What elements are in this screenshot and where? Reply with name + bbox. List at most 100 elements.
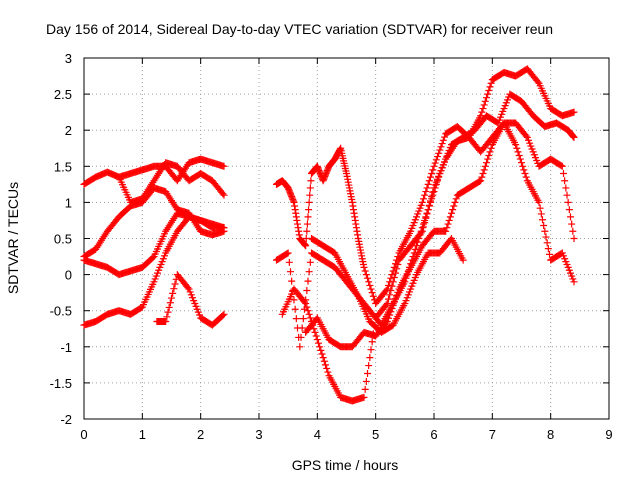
data-point	[368, 338, 376, 346]
data-point	[424, 180, 432, 188]
data-point	[389, 301, 397, 309]
data-point	[297, 333, 305, 341]
data-point	[382, 301, 390, 309]
y-tick-label: 1	[65, 195, 72, 210]
data-point	[540, 222, 548, 230]
series-track-f	[153, 271, 228, 329]
data-point	[480, 101, 488, 109]
data-point	[436, 146, 444, 154]
y-tick-label: 0	[65, 268, 72, 283]
y-tick-label: -2	[60, 412, 72, 427]
x-axis-label: GPS time / hours	[292, 457, 399, 473]
data-point	[386, 311, 394, 319]
data-point	[537, 210, 545, 218]
data-point	[439, 136, 447, 144]
data-point	[570, 235, 578, 242]
data-point	[479, 170, 487, 178]
series-track-e	[80, 213, 228, 329]
data-point	[383, 285, 391, 293]
data-point	[360, 393, 368, 401]
data-point	[451, 198, 459, 206]
data-point	[220, 191, 228, 199]
data-point	[299, 315, 307, 323]
data-point	[298, 324, 306, 332]
data-point	[386, 291, 394, 299]
data-point	[515, 151, 523, 159]
data-point	[284, 249, 292, 257]
data-point	[305, 268, 313, 276]
x-tick-label: 8	[547, 427, 554, 442]
data-point	[306, 191, 314, 199]
data-point	[481, 97, 489, 105]
y-tick-label: -0.5	[50, 304, 72, 319]
data-point	[149, 254, 157, 262]
y-tick-label: 1.5	[54, 159, 72, 174]
data-point	[485, 86, 493, 94]
data-point	[421, 219, 429, 227]
data-point	[561, 177, 569, 185]
data-point	[431, 159, 439, 167]
data-point	[166, 299, 174, 307]
data-point	[512, 141, 520, 149]
data-point	[424, 206, 432, 214]
data-point	[365, 362, 373, 370]
data-point	[311, 328, 319, 336]
data-point	[322, 361, 329, 369]
data-point	[429, 188, 437, 196]
data-point	[519, 162, 527, 170]
y-tick-label: 3	[65, 51, 72, 66]
data-point	[536, 204, 544, 212]
data-point	[305, 310, 313, 318]
y-tick-label: -1.5	[50, 376, 72, 391]
data-point	[394, 260, 402, 268]
data-point	[162, 318, 170, 326]
data-point	[301, 298, 308, 306]
data-point	[521, 170, 529, 178]
y-tick-label: 0.5	[54, 232, 72, 247]
data-point	[320, 357, 328, 365]
data-point	[570, 133, 578, 141]
x-tick-label: 4	[314, 427, 321, 442]
data-point	[324, 368, 332, 376]
x-tick-label: 1	[139, 427, 146, 442]
y-tick-label: 2.5	[54, 87, 72, 102]
data-point	[394, 288, 402, 296]
data-point	[513, 144, 521, 152]
data-point	[285, 258, 293, 266]
data-point	[365, 278, 373, 286]
data-point	[366, 354, 374, 362]
data-point	[361, 267, 369, 275]
data-point	[476, 177, 483, 185]
data-point	[446, 213, 454, 221]
data-point	[292, 315, 300, 323]
data-point	[452, 195, 460, 203]
data-point	[369, 292, 377, 300]
data-point	[438, 140, 446, 148]
data-point	[569, 227, 577, 235]
data-point	[483, 159, 490, 167]
data-point	[542, 233, 550, 241]
data-point	[514, 148, 522, 156]
data-point	[484, 155, 492, 163]
data-point	[392, 269, 399, 277]
data-point	[483, 94, 490, 102]
data-point	[387, 286, 395, 294]
data-point	[315, 339, 322, 347]
x-tick-label: 6	[430, 427, 437, 442]
data-point	[432, 156, 440, 164]
data-point	[220, 310, 228, 318]
data-point	[546, 250, 553, 258]
data-point	[535, 198, 543, 206]
data-point	[393, 265, 401, 273]
data-point	[283, 250, 291, 258]
data-point	[418, 198, 426, 206]
data-point	[302, 242, 310, 250]
data-point	[306, 258, 314, 266]
data-point	[411, 245, 419, 253]
series-track-j	[302, 119, 578, 351]
data-point	[303, 220, 311, 228]
data-point	[520, 166, 528, 174]
data-point	[387, 308, 395, 316]
data-point	[219, 311, 227, 319]
data-point	[304, 213, 312, 221]
